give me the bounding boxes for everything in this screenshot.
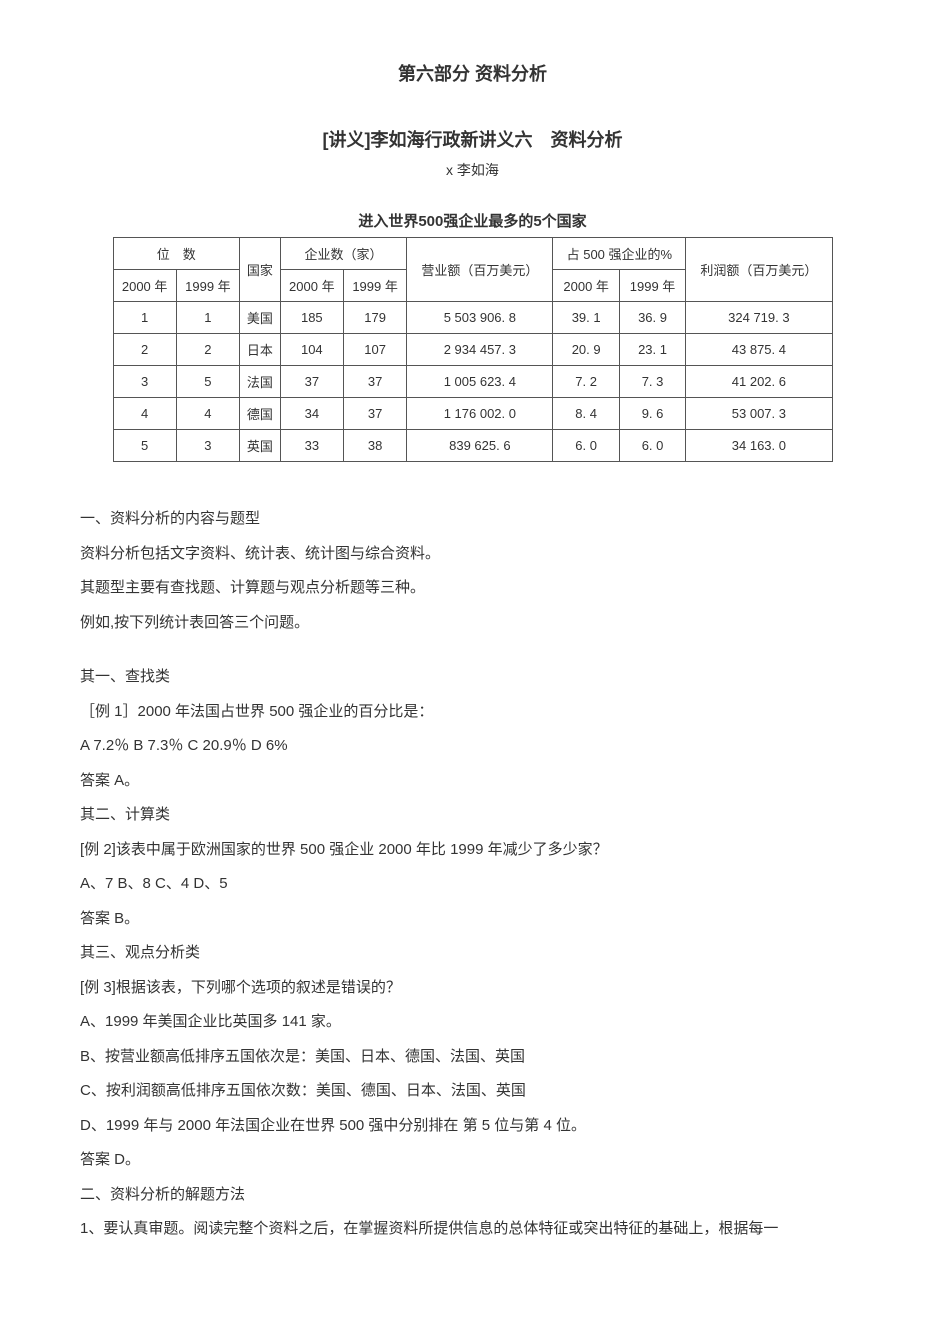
cell: 39. 1	[553, 302, 619, 334]
cell: 6. 0	[553, 430, 619, 462]
table-caption: 进入世界500强企业最多的5个国家	[80, 210, 865, 231]
q3-optB: B、按营业额高低排序五国依次是：美国、日本、德国、法国、英国	[80, 1040, 865, 1075]
data-table: 位 数 国家 企业数（家） 营业额（百万美元） 占 500 强企业的% 利润额（…	[113, 237, 833, 462]
content-body: 一、资料分析的内容与题型 资料分析包括文字资料、统计表、统计图与综合资料。 其题…	[80, 502, 865, 1247]
table-row: 5 3 英国 33 38 839 625. 6 6. 0 6. 0 34 163…	[113, 430, 832, 462]
q1-title: 其一、查找类	[80, 660, 865, 695]
q3-stem: [例 3]根据该表，下列哪个选项的叙述是错误的？	[80, 971, 865, 1006]
q1-options: A 7.2％ B 7.3％ C 20.9％ D 6%	[80, 729, 865, 764]
cell: 104	[280, 334, 343, 366]
cell: 34	[280, 398, 343, 430]
cell: 美国	[240, 302, 281, 334]
cell: 法国	[240, 366, 281, 398]
q2-options: A、7 B、8 C、4 D、5	[80, 867, 865, 902]
table-row: 2 2 日本 104 107 2 934 457. 3 20. 9 23. 1 …	[113, 334, 832, 366]
cell: 英国	[240, 430, 281, 462]
table-header-row-1: 位 数 国家 企业数（家） 营业额（百万美元） 占 500 强企业的% 利润额（…	[113, 238, 832, 270]
col-revenue: 营业额（百万美元）	[407, 238, 553, 302]
cell: 3	[176, 430, 239, 462]
cell: 1	[176, 302, 239, 334]
cell: 23. 1	[619, 334, 685, 366]
cell: 6. 0	[619, 430, 685, 462]
q2-answer: 答案 B。	[80, 902, 865, 937]
para: 其题型主要有查找题、计算题与观点分析题等三种。	[80, 571, 865, 606]
cell: 1 005 623. 4	[407, 366, 553, 398]
cell: 5	[113, 430, 176, 462]
cell: 179	[343, 302, 406, 334]
table-row: 3 5 法国 37 37 1 005 623. 4 7. 2 7. 3 41 2…	[113, 366, 832, 398]
col-count-2000: 2000 年	[280, 270, 343, 302]
table-row: 1 1 美国 185 179 5 503 906. 8 39. 1 36. 9 …	[113, 302, 832, 334]
part-title: 第六部分 资料分析	[80, 60, 865, 86]
q1-stem: ［例 1］2000 年法国占世界 500 强企业的百分比是：	[80, 695, 865, 730]
q3-optC: C、按利润额高低排序五国依次数：美国、德国、日本、法国、英国	[80, 1074, 865, 1109]
cell: 839 625. 6	[407, 430, 553, 462]
cell: 1	[113, 302, 176, 334]
lecture-title: [讲义]李如海行政新讲义六 资料分析	[80, 126, 865, 152]
q1-answer: 答案 A。	[80, 764, 865, 799]
section-1-title: 一、资料分析的内容与题型	[80, 502, 865, 537]
col-rank-1999: 1999 年	[176, 270, 239, 302]
cell: 20. 9	[553, 334, 619, 366]
q3-optA: A、1999 年美国企业比英国多 141 家。	[80, 1005, 865, 1040]
q3-optD: D、1999 年与 2000 年法国企业在世界 500 强中分别排在 第 5 位…	[80, 1109, 865, 1144]
cell: 7. 3	[619, 366, 685, 398]
cell: 324 719. 3	[686, 302, 832, 334]
cell: 38	[343, 430, 406, 462]
q3-title: 其三、观点分析类	[80, 936, 865, 971]
cell: 5 503 906. 8	[407, 302, 553, 334]
cell: 8. 4	[553, 398, 619, 430]
cell: 2	[176, 334, 239, 366]
q2-title: 其二、计算类	[80, 798, 865, 833]
cell: 33	[280, 430, 343, 462]
cell: 41 202. 6	[686, 366, 832, 398]
cell: 4	[176, 398, 239, 430]
col-rank-2000: 2000 年	[113, 270, 176, 302]
section-2-title: 二、资料分析的解题方法	[80, 1178, 865, 1213]
cell: 43 875. 4	[686, 334, 832, 366]
table-row: 4 4 德国 34 37 1 176 002. 0 8. 4 9. 6 53 0…	[113, 398, 832, 430]
author-name: x 李如海	[80, 160, 865, 180]
col-country: 国家	[240, 238, 281, 302]
cell: 德国	[240, 398, 281, 430]
q3-answer: 答案 D。	[80, 1143, 865, 1178]
cell: 34 163. 0	[686, 430, 832, 462]
cell: 日本	[240, 334, 281, 366]
para: 资料分析包括文字资料、统计表、统计图与综合资料。	[80, 537, 865, 572]
cell: 37	[343, 366, 406, 398]
col-rank-group: 位 数	[113, 238, 240, 270]
col-count-1999: 1999 年	[343, 270, 406, 302]
cell: 1 176 002. 0	[407, 398, 553, 430]
cell: 37	[343, 398, 406, 430]
col-count-group: 企业数（家）	[280, 238, 407, 270]
cell: 53 007. 3	[686, 398, 832, 430]
col-share-2000: 2000 年	[553, 270, 619, 302]
cell: 9. 6	[619, 398, 685, 430]
para: 例如,按下列统计表回答三个问题。	[80, 606, 865, 641]
cell: 2	[113, 334, 176, 366]
cell: 37	[280, 366, 343, 398]
col-share-group: 占 500 强企业的%	[553, 238, 686, 270]
q2-stem: [例 2]该表中属于欧洲国家的世界 500 强企业 2000 年比 1999 年…	[80, 833, 865, 868]
para: 1、要认真审题。阅读完整个资料之后，在掌握资料所提供信息的总体特征或突出特征的基…	[80, 1212, 865, 1247]
cell: 7. 2	[553, 366, 619, 398]
cell: 4	[113, 398, 176, 430]
cell: 185	[280, 302, 343, 334]
cell: 36. 9	[619, 302, 685, 334]
cell: 3	[113, 366, 176, 398]
col-profit: 利润额（百万美元）	[686, 238, 832, 302]
cell: 5	[176, 366, 239, 398]
cell: 107	[343, 334, 406, 366]
cell: 2 934 457. 3	[407, 334, 553, 366]
col-share-1999: 1999 年	[619, 270, 685, 302]
